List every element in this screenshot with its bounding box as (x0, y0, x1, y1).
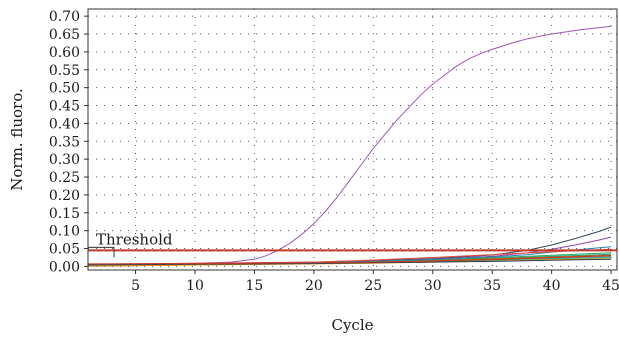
x-tick-label: 25 (364, 278, 382, 294)
x-tick-label: 20 (305, 278, 323, 294)
y-tick-label: 0.10 (49, 224, 80, 240)
y-tick-label: 0.25 (49, 170, 80, 186)
x-tick-label: 35 (483, 278, 501, 294)
x-tick-label: 30 (424, 278, 442, 294)
y-axis-title: Norm. fluoro. (8, 88, 26, 191)
y-tick-label: 0.05 (49, 242, 80, 258)
y-tick-label: 0.45 (49, 99, 80, 115)
y-tick-label: 0.15 (49, 206, 80, 222)
y-tick-label: 0.30 (49, 152, 80, 168)
x-axis-title: Cycle (331, 316, 373, 334)
series-line-13 (87, 255, 612, 265)
y-tick-label: 0.40 (49, 116, 80, 132)
y-tick-label: 0.65 (49, 27, 80, 43)
x-tick-label: 15 (246, 278, 264, 294)
series-line-12 (87, 258, 612, 266)
x-tick-label: 40 (543, 278, 561, 294)
y-tick-label: 0.00 (49, 259, 80, 275)
y-tick-label: 0.60 (49, 45, 80, 61)
series-line-1 (87, 25, 612, 266)
series-layer (87, 25, 612, 267)
y-tick-label: 0.20 (49, 188, 80, 204)
y-tick-label: 0.35 (49, 134, 80, 150)
x-tick-label: 10 (186, 278, 204, 294)
plot-frame (87, 8, 618, 271)
y-tick-label: 0.50 (49, 81, 80, 97)
tick-layer: 5 10 15 20 25 30 35 40 45 0.000.05 0.10 0.15 0.20 0.2… (49, 9, 619, 294)
threshold-label: Threshold (96, 230, 173, 248)
y-tick-label: 0.70 (49, 9, 80, 25)
x-tick-label: 5 (131, 278, 140, 294)
threshold-layer: Threshold (88, 230, 617, 258)
y-tick-label: 0.55 (49, 63, 80, 79)
x-tick-label: 45 (602, 278, 619, 294)
threshold-handle (88, 246, 115, 258)
